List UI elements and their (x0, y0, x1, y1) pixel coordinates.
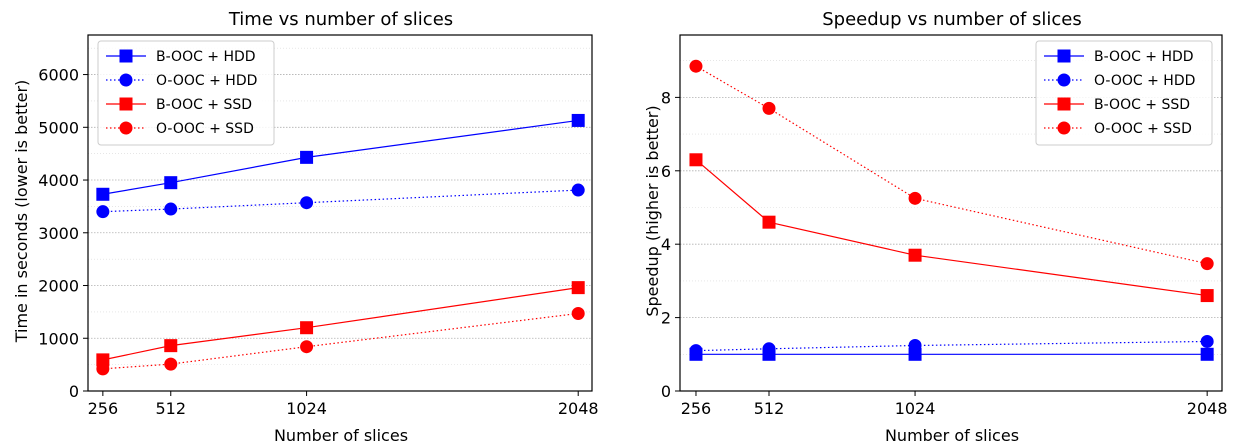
y-tick-label: 2 (661, 309, 671, 328)
legend-marker (1057, 49, 1071, 63)
series-line (102, 312, 579, 370)
plot-frame (679, 34, 1223, 392)
data-point (164, 339, 178, 353)
x-tick-label: 256 (681, 399, 712, 418)
legend-marker (1057, 121, 1071, 135)
y-tick-label: 2000 (38, 277, 79, 296)
data-point (689, 344, 703, 358)
y-axis-label: Speedup (higher is better) (643, 105, 662, 316)
series-line (695, 159, 1208, 297)
data-point (571, 113, 585, 127)
data-point (300, 150, 314, 164)
x-tick-label: 2048 (558, 399, 599, 418)
legend-box (1035, 40, 1213, 146)
legend-box (97, 40, 275, 146)
data-point (689, 153, 703, 167)
data-point (300, 321, 314, 335)
data-point (96, 187, 110, 201)
legend-marker (1057, 97, 1071, 111)
y-tick-label: 0 (661, 382, 671, 401)
chart-title: Time vs number of slices (228, 9, 453, 30)
data-point (762, 215, 776, 229)
y-tick-label: 6000 (38, 66, 79, 85)
legend-marker (119, 97, 133, 111)
data-point (908, 191, 922, 205)
data-point (164, 176, 178, 190)
data-point (96, 362, 110, 376)
legend-label: B-OOC + HDD (1094, 49, 1194, 65)
legend-marker (1057, 73, 1071, 87)
data-point (1200, 347, 1214, 361)
data-point (571, 183, 585, 197)
data-point (1200, 289, 1214, 303)
data-point (96, 205, 110, 219)
x-tick-label: 256 (88, 399, 119, 418)
data-point (164, 202, 178, 216)
data-point (1200, 334, 1214, 348)
data-point (689, 59, 703, 73)
x-tick-label: 1024 (895, 399, 936, 418)
y-tick-label: 5000 (38, 118, 79, 137)
series-line (102, 119, 579, 195)
x-axis-label: Number of slices (885, 426, 1019, 445)
legend-label: O-OOC + HDD (1094, 73, 1195, 89)
legend-label: B-OOC + SSD (1094, 97, 1190, 113)
x-tick-label: 2048 (1187, 399, 1228, 418)
x-tick-label: 1024 (286, 399, 327, 418)
data-point (300, 340, 314, 354)
y-tick-label: 4000 (38, 171, 79, 190)
chart-time: Time vs number of slices Number of slice… (12, 9, 599, 445)
y-tick-label: 0 (69, 382, 79, 401)
x-axis-label: Number of slices (274, 426, 408, 445)
legend-label: O-OOC + SSD (156, 121, 254, 137)
legend-marker (119, 49, 133, 63)
y-tick-label: 3000 (38, 224, 79, 243)
data-point (164, 357, 178, 371)
series-line (102, 287, 579, 361)
data-point (762, 342, 776, 356)
legend-marker (119, 121, 133, 135)
data-point (571, 281, 585, 295)
data-point (762, 101, 776, 115)
data-point (1200, 257, 1214, 271)
legend-label: O-OOC + HDD (156, 73, 257, 89)
x-tick-label: 512 (754, 399, 785, 418)
y-tick-label: 6 (661, 162, 671, 181)
legend-label: B-OOC + SSD (156, 97, 252, 113)
data-point (300, 196, 314, 210)
chart-speedup: Speedup vs number of slices Number of sl… (643, 9, 1228, 445)
data-point (571, 306, 585, 320)
legend-marker (119, 73, 133, 87)
y-tick-label: 4 (661, 235, 671, 254)
y-tick-label: 1000 (38, 329, 79, 348)
legend-label: O-OOC + SSD (1094, 121, 1192, 137)
x-tick-label: 512 (155, 399, 186, 418)
chart-title: Speedup vs number of slices (822, 9, 1082, 30)
y-axis-label: Time in seconds (lower is better) (12, 80, 31, 344)
legend-label: B-OOC + HDD (156, 49, 256, 65)
legend: B-OOC + HDD O-OOC + HDD B-OOC + SSD O-OOC +… (97, 40, 275, 146)
data-point (908, 248, 922, 262)
y-tick-label: 8 (661, 88, 671, 107)
legend: B-OOC + HDD O-OOC + HDD B-OOC + SSD O-OOC +… (1035, 40, 1213, 146)
data-point (908, 338, 922, 352)
series-line (695, 340, 1208, 352)
plot-frame (87, 34, 593, 392)
